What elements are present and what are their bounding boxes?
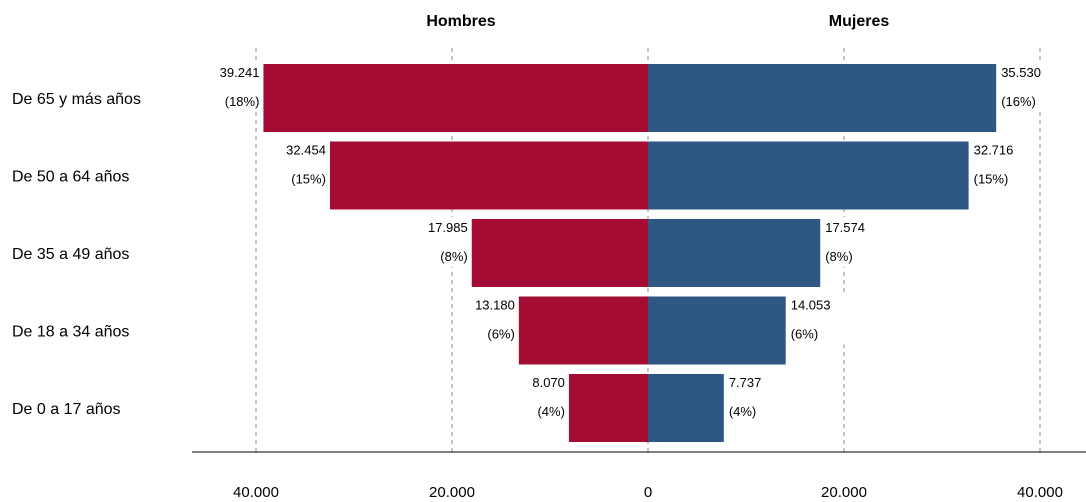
data-label-background	[725, 372, 784, 422]
value-label: 17.985	[428, 220, 468, 235]
data-label-background	[509, 372, 568, 422]
mujeres-bar	[648, 374, 724, 442]
value-label: 39.241	[220, 65, 260, 80]
category-label: De 50 a 64 años	[12, 169, 129, 186]
x-tick-label: 40.000	[1017, 484, 1063, 501]
mujeres-bar	[648, 64, 997, 132]
value-label: 32.454	[286, 143, 326, 158]
percent-label: (6%)	[487, 327, 514, 342]
x-tick-label: 20.000	[821, 484, 867, 501]
percent-label: (6%)	[791, 327, 818, 342]
value-label: 17.574	[825, 220, 865, 235]
percent-label: (16%)	[1001, 94, 1036, 109]
hombres-bar	[518, 296, 648, 365]
hombres-bar	[568, 374, 648, 442]
category-label: De 35 a 49 años	[12, 246, 129, 263]
category-label: De 18 a 34 años	[12, 324, 129, 341]
percent-label: (18%)	[225, 94, 260, 109]
hombres-bar	[329, 141, 648, 210]
hombres-bar	[263, 64, 648, 132]
x-tick-label: 40.000	[233, 484, 279, 501]
data-label-background	[412, 217, 471, 267]
value-label: 8.070	[532, 375, 565, 390]
data-label-background	[998, 62, 1057, 112]
value-label: 32.716	[974, 143, 1014, 158]
percent-label: (15%)	[291, 172, 326, 187]
value-label: 14.053	[791, 298, 831, 313]
percent-label: (4%)	[729, 404, 756, 419]
mujeres-bar	[648, 219, 821, 287]
category-label: De 0 a 17 años	[12, 401, 121, 418]
data-label-background	[970, 139, 1029, 190]
mujeres-bar	[648, 296, 786, 365]
value-label: 13.180	[475, 298, 515, 313]
percent-label: (8%)	[825, 249, 852, 264]
hombres-panel-title: Hombres	[426, 13, 495, 30]
x-tick-label: 0	[644, 484, 652, 501]
data-label-background	[459, 294, 518, 345]
mujeres-panel-title: Mujeres	[829, 13, 890, 30]
x-tick-label: 20.000	[429, 484, 475, 501]
mujeres-bar	[648, 141, 969, 210]
hombres-bar	[471, 219, 648, 287]
category-label: De 65 y más años	[12, 91, 141, 108]
data-label-background	[822, 217, 881, 267]
value-label: 7.737	[729, 375, 762, 390]
data-label-background	[270, 139, 329, 190]
percent-label: (15%)	[974, 172, 1009, 187]
value-label: 35.530	[1001, 65, 1041, 80]
percent-label: (8%)	[440, 249, 467, 264]
data-label-background	[204, 62, 263, 112]
percent-label: (4%)	[537, 404, 564, 419]
data-label-background	[787, 294, 846, 345]
